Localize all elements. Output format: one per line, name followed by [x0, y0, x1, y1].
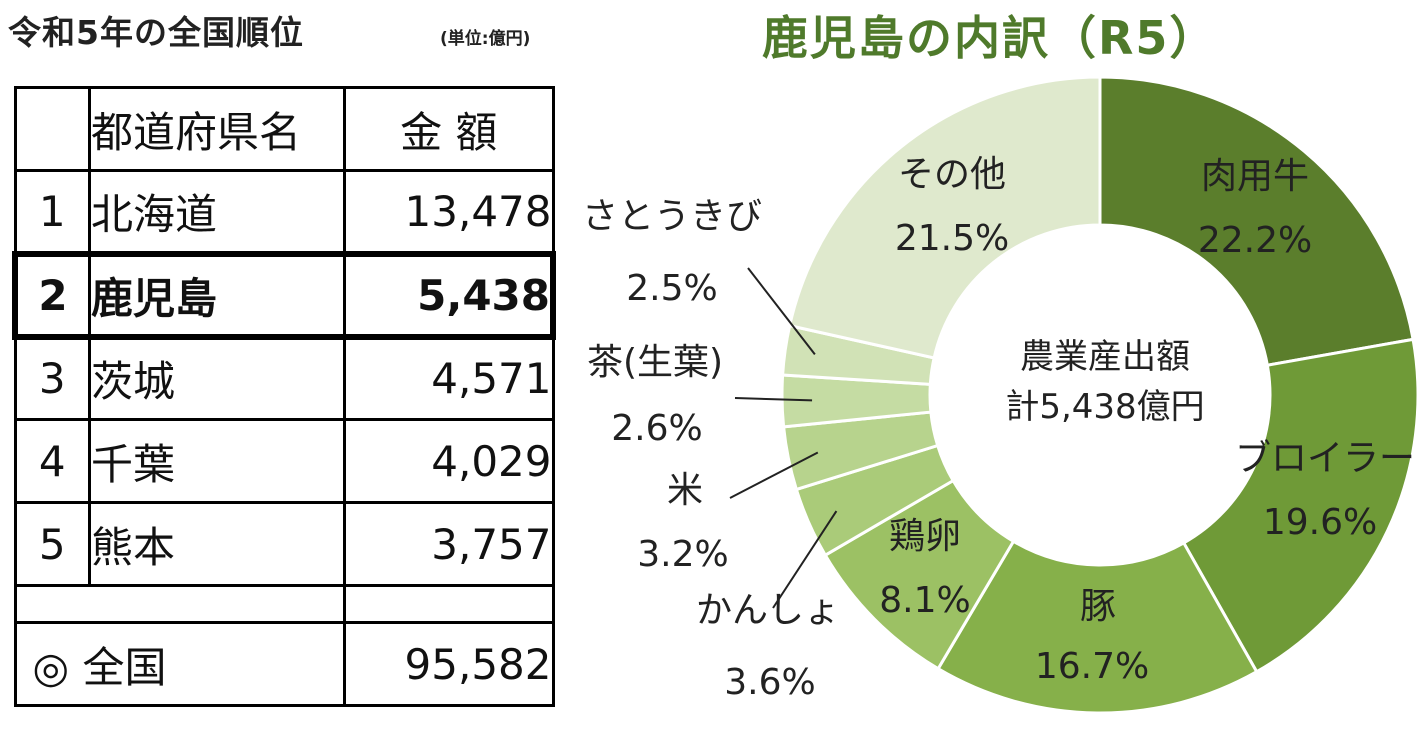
slice-pct-label: 22.2% [1198, 220, 1312, 261]
donut-slice [1098, 75, 1415, 367]
amount-cell: 5,438 [343, 250, 556, 340]
table-row: 1 北海道 13,478 [13, 169, 555, 255]
header-no [13, 86, 91, 172]
leader-line [729, 451, 819, 499]
table-row: 4 千葉 4,029 [13, 418, 555, 504]
unit-note: (単位:億円) [440, 29, 531, 49]
slice-name-label: 豚 [1080, 586, 1116, 627]
slice-pct-label: 3.2% [637, 534, 728, 575]
prefecture-cell: 鹿児島 [88, 250, 346, 340]
amount-cell: 3,757 [343, 501, 555, 587]
slice-pct-label: 19.6% [1263, 502, 1377, 543]
prefecture-cell: 北海道 [88, 169, 346, 255]
header-amount: 金 額 [343, 86, 555, 172]
slice-pct-label: 16.7% [1035, 646, 1149, 687]
table-row-highlighted: 2 鹿児島 5,438 [12, 250, 556, 340]
total-amount: 95,582 [343, 621, 555, 707]
ranking-table: 都道府県名 金 額 1 北海道 13,478 2 鹿児島 5,438 3 茨城 … [12, 86, 556, 707]
table-row: 3 茨城 4,571 [13, 335, 555, 421]
center-label-line2: 計5,438億円 [1005, 387, 1204, 427]
prefecture-cell: 千葉 [88, 418, 346, 504]
slice-pct-label: 8.1% [879, 580, 970, 621]
leader-line [734, 397, 813, 402]
donut-slices [780, 75, 1420, 715]
rank-cell: 4 [13, 418, 91, 504]
prefecture-cell: 茨城 [88, 335, 346, 421]
rank-cell: 1 [13, 169, 91, 255]
slice-name-label: 茶(生葉) [587, 342, 723, 383]
ranking-title: 令和5年の全国順位 [8, 13, 304, 52]
slice-pct-label: 2.6% [611, 408, 702, 449]
total-row: ◎ 全国 95,582 [13, 621, 555, 707]
table-row: 5 熊本 3,757 [13, 501, 555, 587]
slice-name-label: その他 [898, 154, 1006, 195]
slice-name-label: ブロイラー [1235, 438, 1415, 479]
slice-name-label: さとうきび [582, 196, 762, 237]
leader-line [772, 510, 838, 609]
slice-pct-label: 21.5% [895, 218, 1009, 259]
slice-name-label: 米 [667, 470, 703, 511]
prefecture-cell: 熊本 [88, 501, 346, 587]
slice-pct-label: 2.5% [626, 268, 717, 309]
slice-name-label: かんしょ [696, 590, 840, 631]
amount-cell: 13,478 [343, 169, 555, 255]
table-header-row: 都道府県名 金 額 [13, 86, 555, 172]
leader-line [747, 267, 816, 356]
donut-slice [787, 75, 1102, 360]
rank-cell: 2 [12, 250, 91, 340]
donut-slice [1181, 337, 1420, 674]
rank-cell: 5 [13, 501, 91, 587]
slice-pct-label: 3.6% [724, 662, 815, 703]
center-label-line1: 農業産出額 [1020, 337, 1190, 377]
chart-title: 鹿児島の内訳（R5） [762, 11, 1218, 65]
slice-name-label: 鶏卵 [889, 516, 961, 557]
donut-slice [936, 539, 1259, 715]
spacer-cell [343, 584, 555, 624]
amount-cell: 4,571 [343, 335, 555, 421]
leader-lines [729, 267, 838, 609]
rank-cell: 3 [13, 335, 91, 421]
spacer-row [13, 584, 555, 624]
amount-cell: 4,029 [343, 418, 555, 504]
slice-name-label: 肉用牛 [1201, 156, 1309, 197]
spacer-cell [13, 584, 346, 624]
total-label: ◎ 全国 [13, 621, 346, 707]
header-prefecture: 都道府県名 [88, 86, 346, 172]
